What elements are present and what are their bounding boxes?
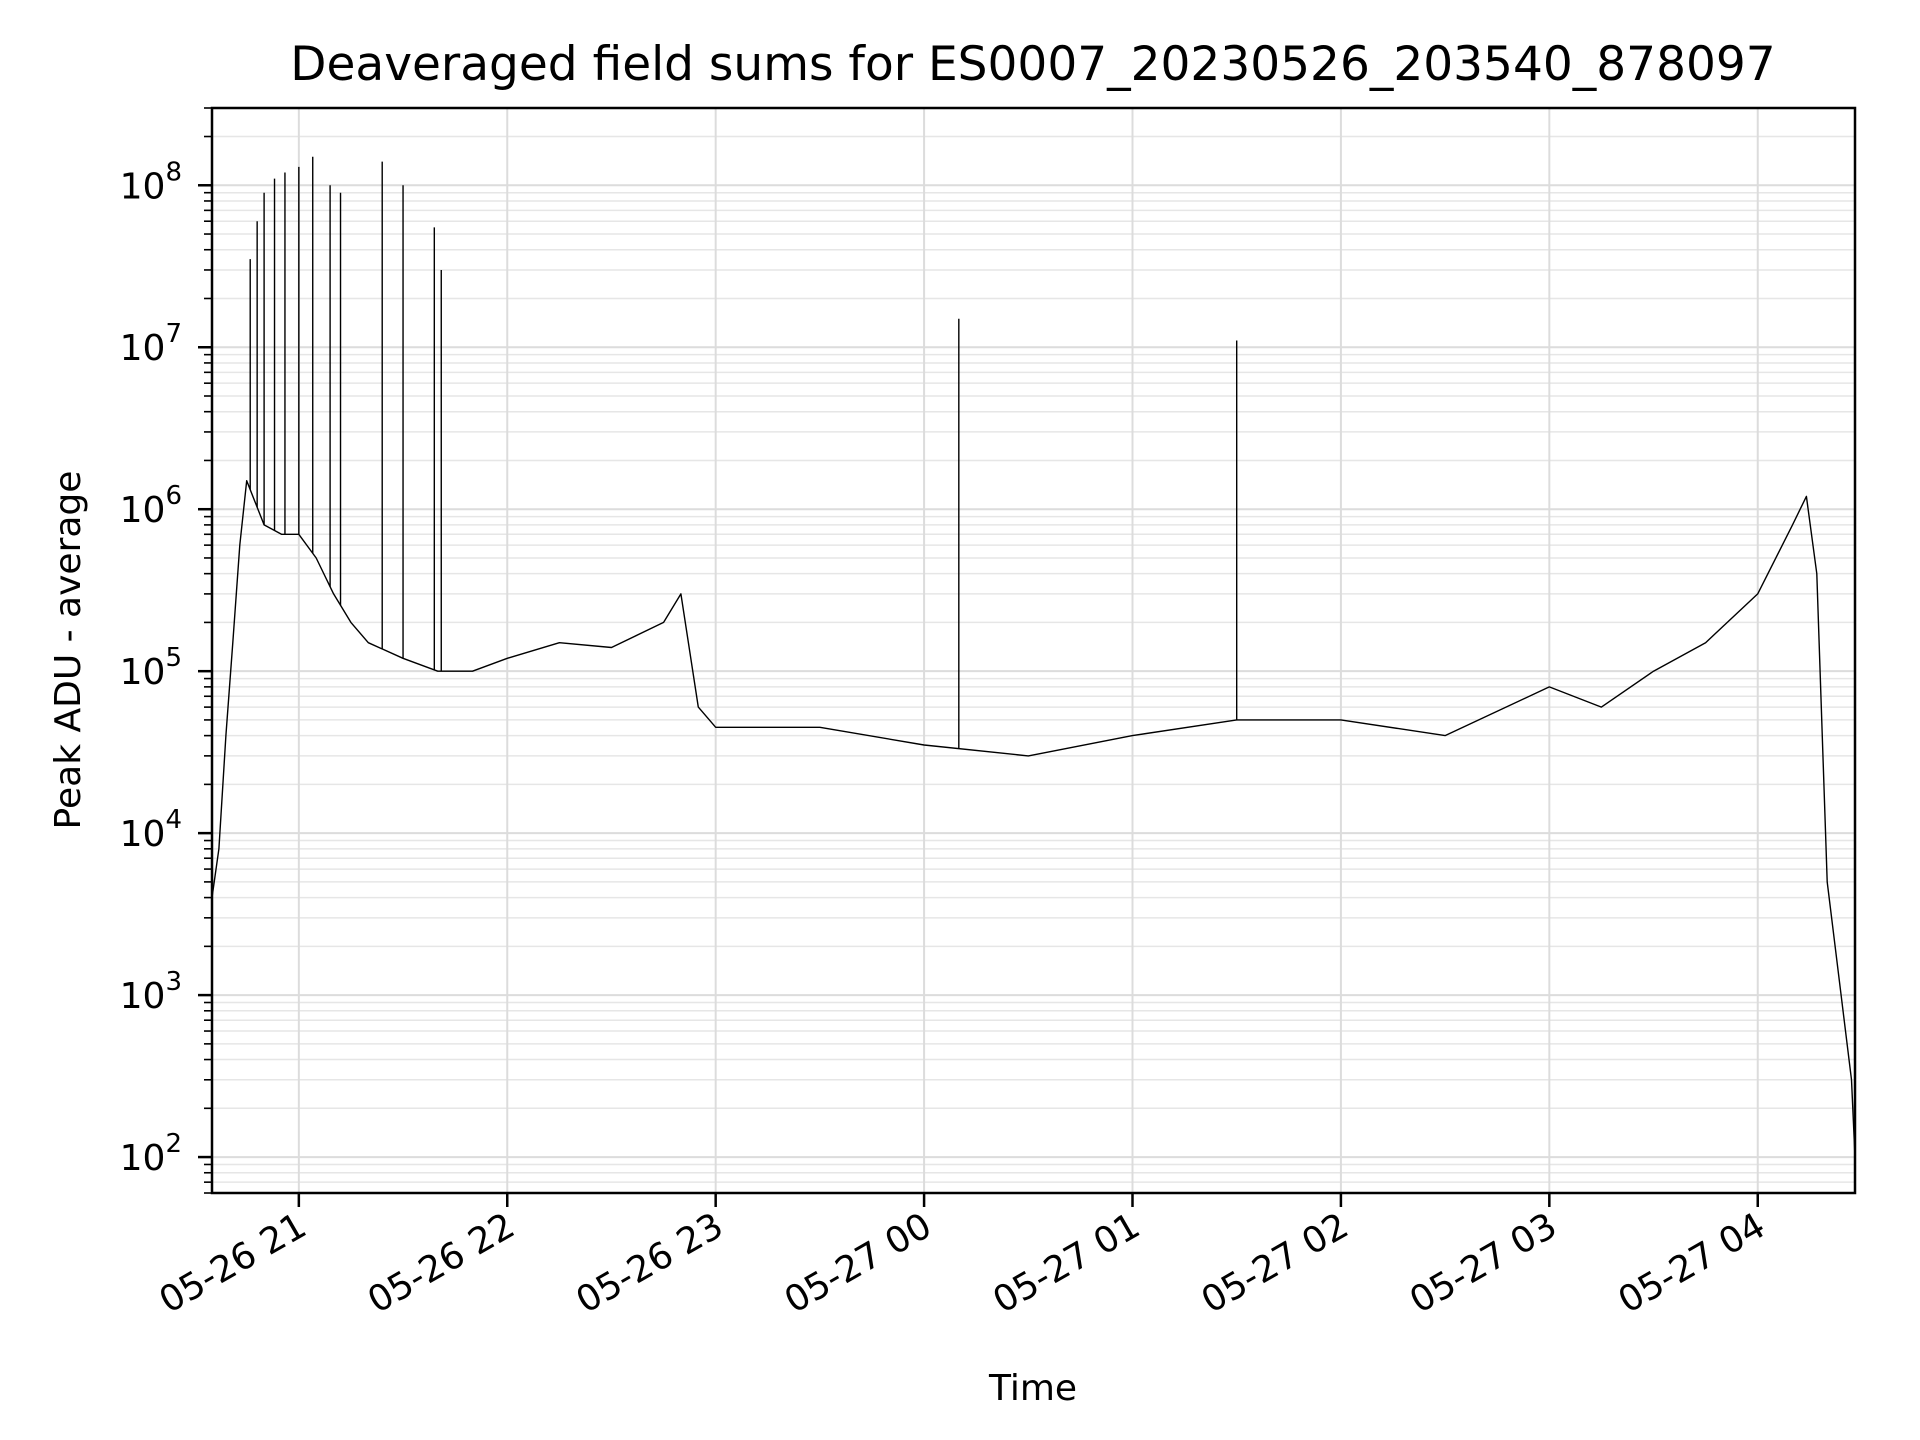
y-tick-label: 105 bbox=[120, 643, 182, 693]
x-tick-label: 05-26 21 bbox=[153, 1205, 314, 1321]
x-tick-label: 05-26 22 bbox=[361, 1205, 522, 1321]
x-tick-label: 05-27 01 bbox=[986, 1205, 1147, 1321]
x-tick-label: 05-26 23 bbox=[569, 1205, 730, 1321]
y-axis: 102 103 104 105 106 107 108 bbox=[120, 107, 212, 1194]
y-tick-label: 103 bbox=[120, 967, 182, 1017]
y-tick-label: 107 bbox=[120, 319, 182, 369]
x-tick-label: 05-27 04 bbox=[1612, 1205, 1773, 1321]
x-tick-label: 05-27 00 bbox=[778, 1205, 939, 1321]
x-axis-label: Time bbox=[988, 1368, 1077, 1409]
y-tick-label: 102 bbox=[120, 1129, 182, 1179]
grid bbox=[212, 107, 1855, 1194]
series-line bbox=[211, 480, 1856, 1158]
plot-frame bbox=[210, 106, 1857, 1195]
y-axis-label: Peak ADU - average bbox=[48, 471, 89, 830]
spikes bbox=[249, 156, 1238, 749]
chart-title: Deaveraged field sums for ES0007_2023052… bbox=[290, 37, 1775, 92]
y-tick-label: 104 bbox=[120, 805, 182, 855]
x-tick-label: 05-27 02 bbox=[1195, 1205, 1356, 1321]
x-axis: 05-26 21 05-26 22 05-26 23 05-27 00 05-27 01… bbox=[153, 1193, 1773, 1322]
y-tick-label: 106 bbox=[120, 481, 182, 531]
x-tick-label: 05-27 03 bbox=[1403, 1205, 1564, 1321]
y-tick-label: 108 bbox=[120, 157, 182, 207]
